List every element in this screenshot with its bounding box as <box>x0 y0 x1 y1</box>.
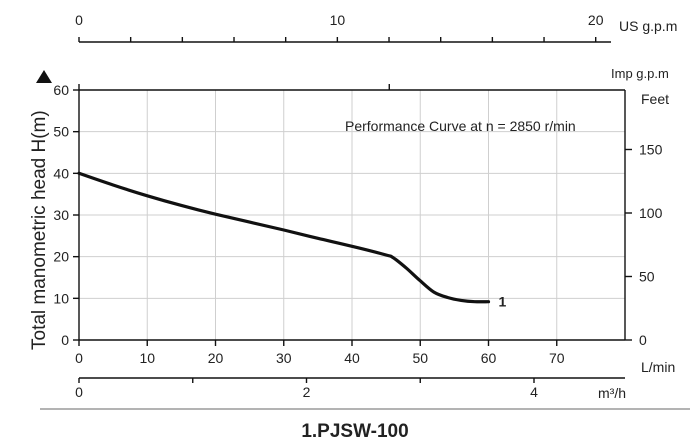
y-tick-label: 50 <box>53 124 69 140</box>
x-axis-ticks: 0 10 20 30 40 50 60 70 <box>75 340 565 366</box>
us-gpm-tick-label: 20 <box>588 12 604 28</box>
imp-gpm-axis-label: Imp g.p.m <box>611 66 669 81</box>
m3h-tick-label: 2 <box>303 384 311 400</box>
y-axis-label: Total manometric head H(m) <box>29 110 50 350</box>
x-tick-label: 0 <box>75 350 83 366</box>
m3h-tick-label: 4 <box>530 384 538 400</box>
feet-tick-label: 50 <box>639 268 655 284</box>
performance-annotation: Performance Curve at n = 2850 r/min <box>345 118 576 134</box>
x-tick-label: 60 <box>481 350 497 366</box>
grid-lines <box>79 90 625 340</box>
y-axis-ticks: 0 10 20 30 40 50 60 <box>53 82 79 348</box>
x-tick-label: 30 <box>276 350 292 366</box>
y-tick-label: 20 <box>53 249 69 265</box>
chart-title: 1.PJSW-100 <box>301 421 408 442</box>
us-gpm-axis-label: US g.p.m <box>619 18 677 34</box>
x-axis-label: L/min <box>641 359 675 375</box>
y-axis-arrow-icon <box>36 70 52 83</box>
x-tick-label: 10 <box>139 350 155 366</box>
m3h-tick-label: 0 <box>75 384 83 400</box>
feet-axis-ticks: 0 50 100 150 <box>625 141 663 348</box>
imp-gpm-axis: 50 <box>78 84 390 90</box>
series-1-label: 1 <box>499 294 507 310</box>
y-tick-label: 40 <box>53 165 69 181</box>
m3h-axis: 0 2 4 <box>75 377 625 400</box>
series-1-line <box>77 171 491 304</box>
y-tick-label: 0 <box>61 332 69 348</box>
feet-tick-label: 100 <box>639 205 663 221</box>
x-tick-label: 70 <box>549 350 565 366</box>
feet-axis-label: Feet <box>641 91 669 107</box>
us-gpm-axis: 0 10 20 <box>75 12 611 43</box>
x-tick-label: 20 <box>208 350 224 366</box>
y-tick-label: 30 <box>53 207 69 223</box>
feet-tick-label: 0 <box>639 332 647 348</box>
feet-tick-label: 150 <box>639 141 663 157</box>
us-gpm-tick-label: 0 <box>75 12 83 28</box>
m3h-axis-label: m³/h <box>598 385 626 401</box>
x-tick-label: 50 <box>412 350 428 366</box>
y-tick-label: 60 <box>53 82 69 98</box>
x-tick-label: 40 <box>344 350 360 366</box>
us-gpm-tick-label: 10 <box>330 12 346 28</box>
y-tick-label: 10 <box>53 290 69 306</box>
